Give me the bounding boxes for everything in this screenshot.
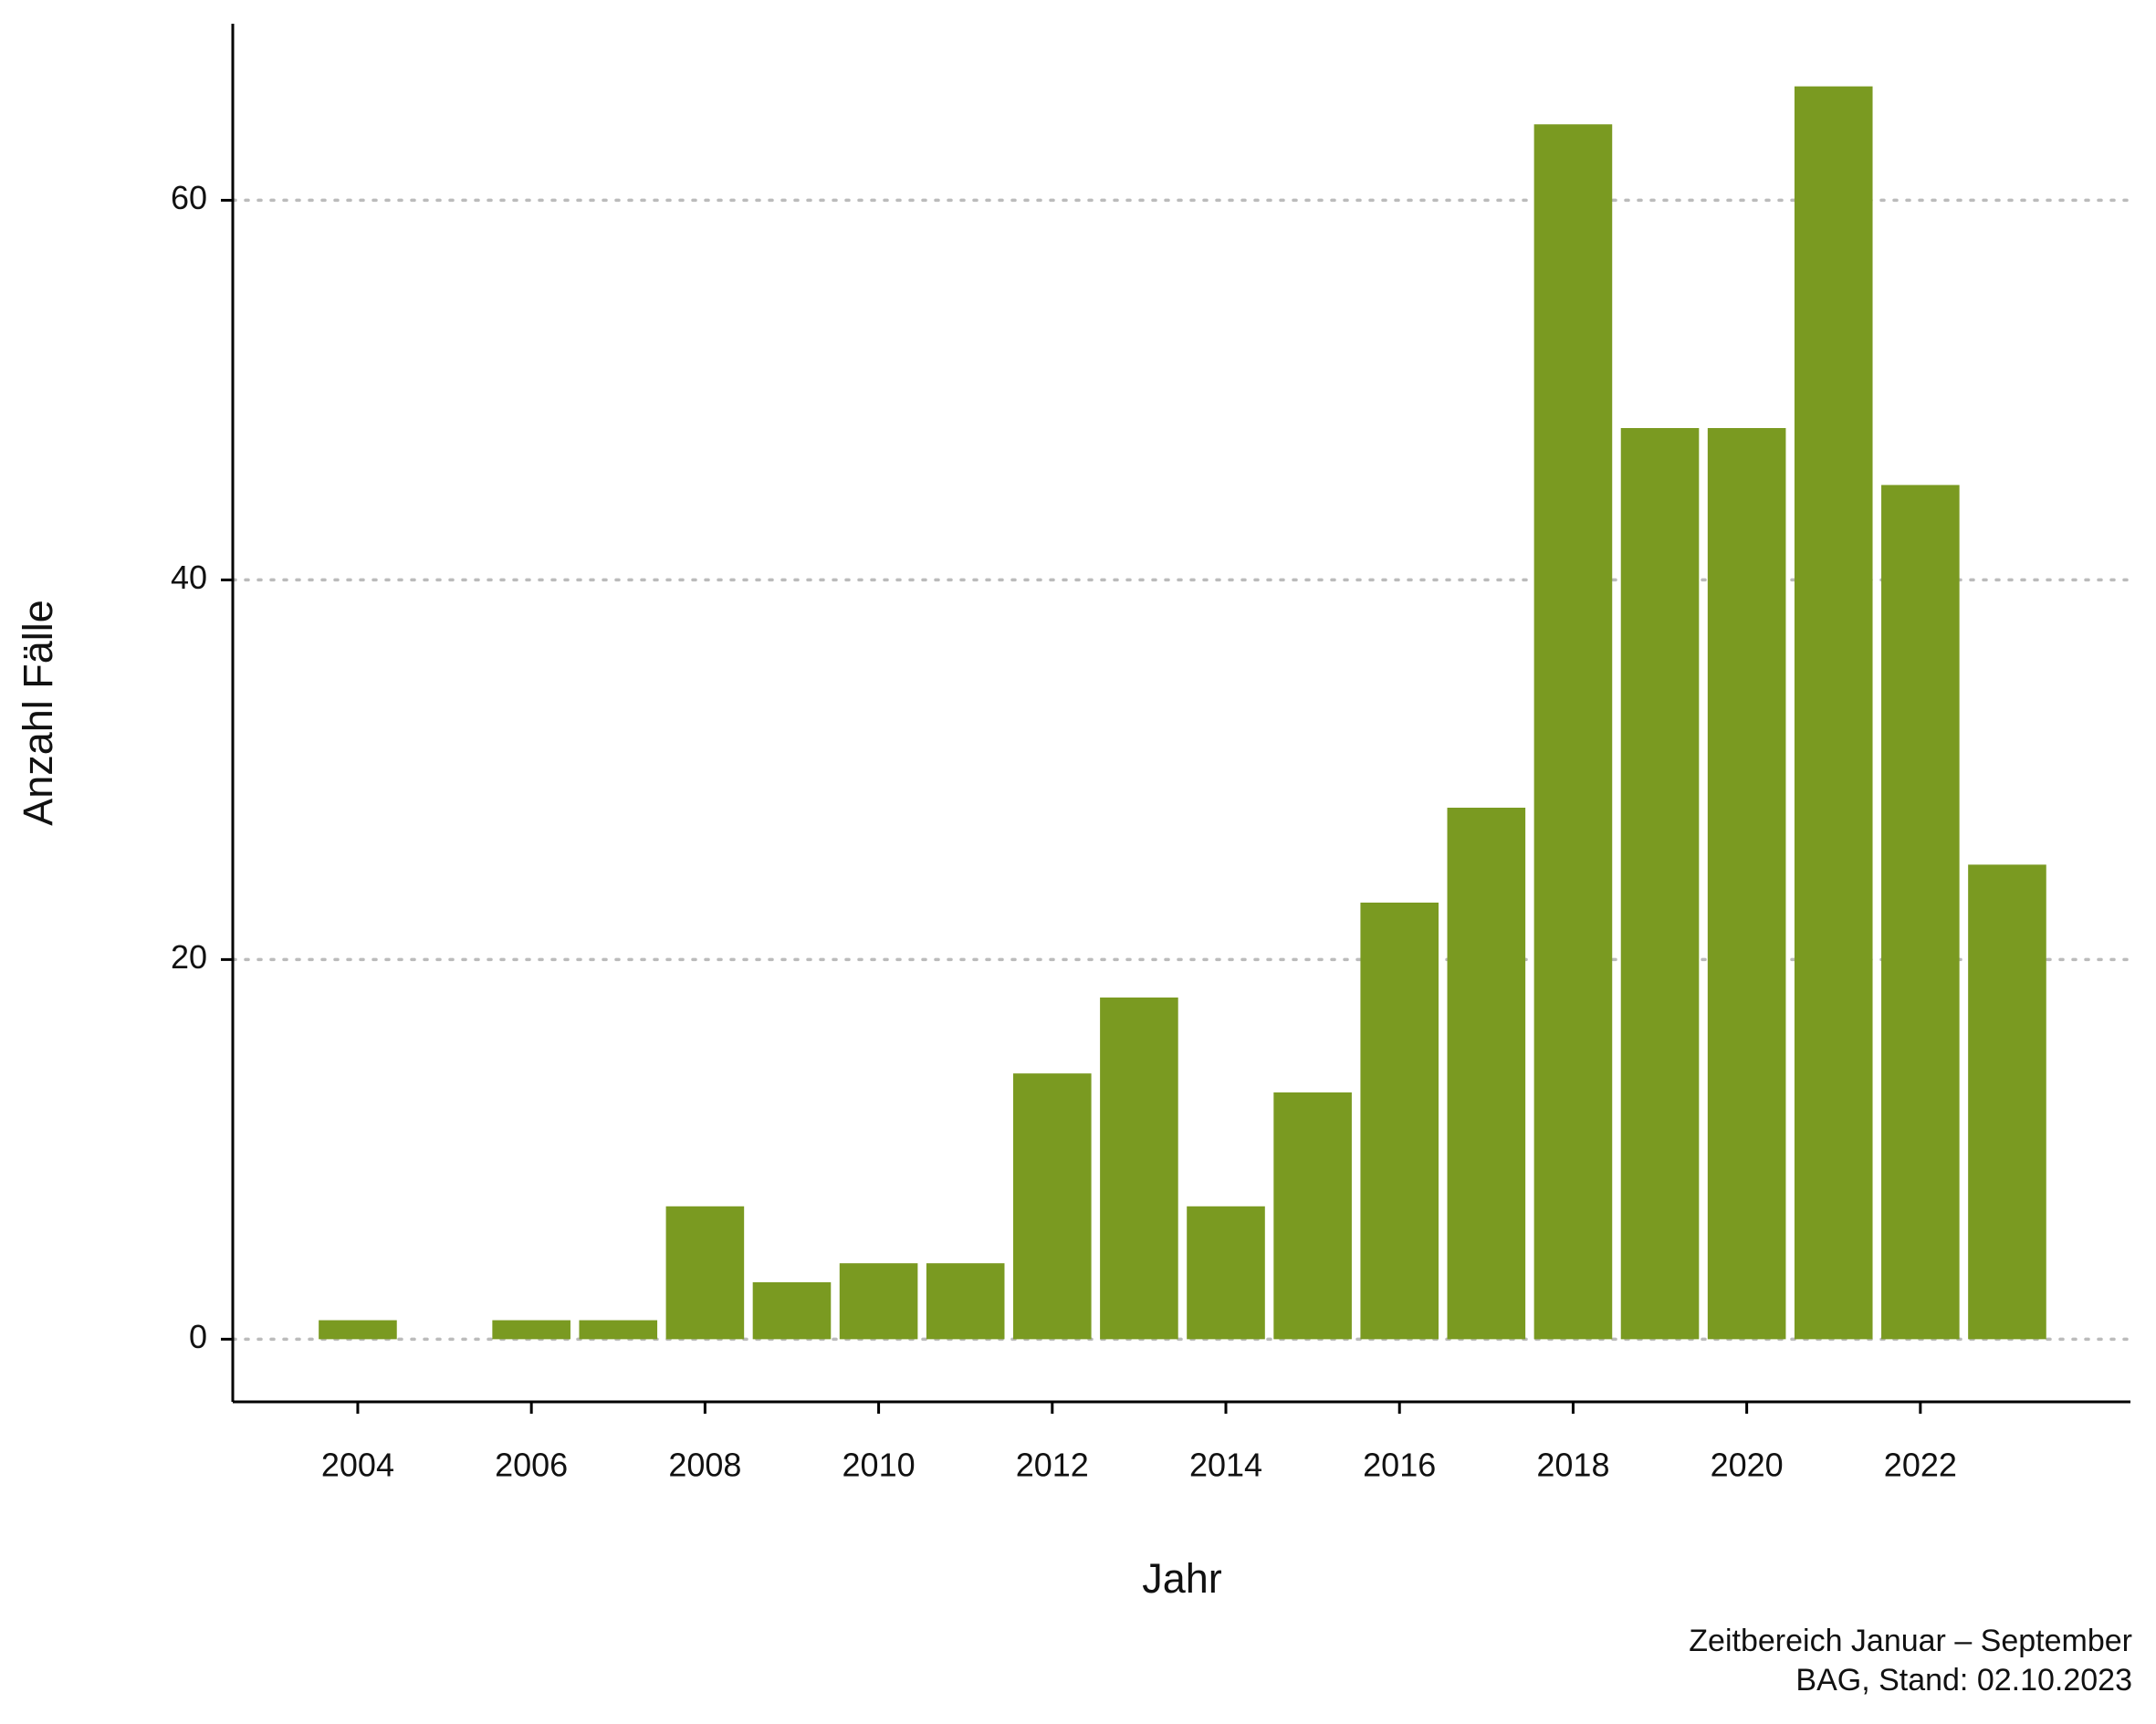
bar xyxy=(1187,1206,1265,1340)
y-tick-label: 0 xyxy=(189,1318,207,1355)
x-tick-label: 2022 xyxy=(1884,1447,1957,1484)
x-tick-label: 2018 xyxy=(1536,1447,1609,1484)
bar xyxy=(1620,428,1700,1340)
x-tick-label: 2004 xyxy=(321,1447,394,1484)
bar xyxy=(319,1320,397,1340)
bar xyxy=(1533,124,1613,1340)
bar xyxy=(1794,86,1873,1340)
footnote: Zeitbereich Januar – September xyxy=(1689,1624,2132,1658)
x-tick-label: 2006 xyxy=(495,1447,568,1484)
bar xyxy=(665,1206,745,1340)
bar xyxy=(1273,1092,1352,1340)
bar xyxy=(1447,807,1526,1340)
x-tick-label: 2016 xyxy=(1363,1447,1436,1484)
bar xyxy=(1968,864,2046,1340)
bar xyxy=(926,1263,1005,1340)
footnote: BAG, Stand: 02.10.2023 xyxy=(1795,1663,2132,1698)
x-tick-label: 2014 xyxy=(1189,1447,1262,1484)
y-tick-label: 60 xyxy=(171,179,207,216)
x-tick-label: 2008 xyxy=(668,1447,741,1484)
bar xyxy=(1012,1073,1092,1340)
bar xyxy=(839,1263,918,1340)
y-tick-label: 40 xyxy=(171,559,207,596)
bar xyxy=(1100,997,1178,1340)
bar xyxy=(1707,428,1786,1340)
y-axis-title: Anzahl Fälle xyxy=(15,600,61,826)
y-tick-label: 20 xyxy=(171,938,207,976)
bar xyxy=(752,1281,832,1340)
bar xyxy=(1881,485,1960,1340)
x-axis-title: Jahr xyxy=(1142,1555,1222,1602)
bar xyxy=(579,1320,658,1340)
x-tick-label: 2012 xyxy=(1016,1447,1089,1484)
x-tick-label: 2010 xyxy=(843,1447,916,1484)
bar xyxy=(1360,902,1439,1340)
bar xyxy=(492,1320,570,1340)
x-tick-label: 2020 xyxy=(1711,1447,1784,1484)
